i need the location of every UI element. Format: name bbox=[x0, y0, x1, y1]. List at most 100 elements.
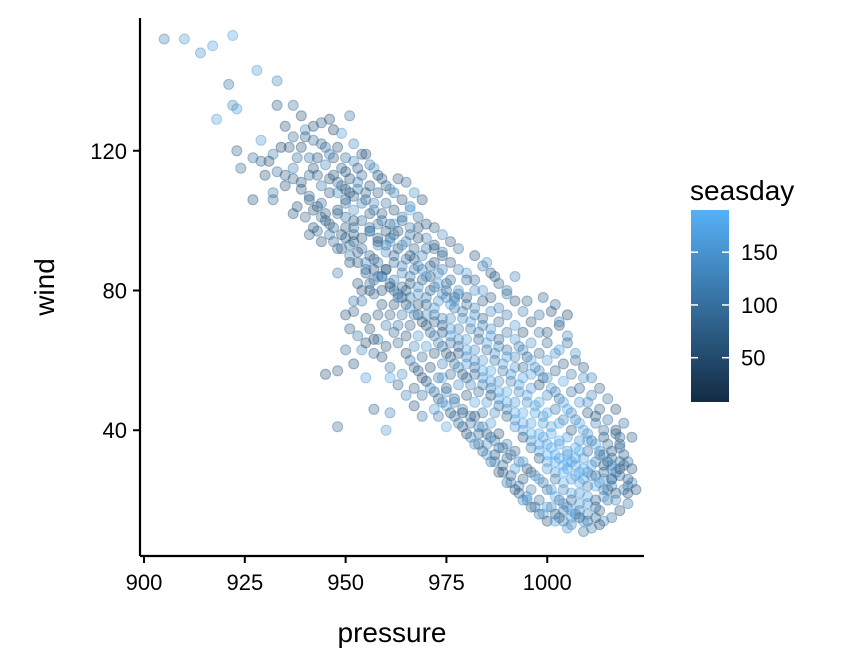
data-point bbox=[553, 316, 565, 328]
data-point bbox=[408, 382, 420, 394]
data-point bbox=[420, 309, 432, 321]
data-point bbox=[340, 152, 352, 164]
data-point bbox=[428, 403, 440, 415]
data-point bbox=[440, 386, 452, 398]
data-point bbox=[570, 442, 581, 454]
data-point bbox=[279, 120, 291, 132]
legend-title: seasday bbox=[690, 175, 794, 206]
data-point bbox=[376, 215, 388, 227]
data-point bbox=[404, 229, 416, 241]
points-layer bbox=[158, 30, 642, 537]
data-point bbox=[408, 243, 420, 255]
data-point bbox=[469, 302, 481, 314]
data-point bbox=[529, 501, 541, 513]
data-point bbox=[485, 330, 497, 342]
data-point bbox=[578, 515, 589, 527]
data-point bbox=[521, 295, 533, 307]
data-point bbox=[432, 278, 444, 289]
data-point bbox=[574, 445, 585, 457]
data-point bbox=[549, 347, 561, 359]
data-point bbox=[618, 449, 630, 461]
data-point bbox=[465, 417, 477, 429]
data-point bbox=[303, 152, 315, 164]
data-point bbox=[578, 361, 589, 373]
data-point bbox=[541, 407, 553, 419]
data-point bbox=[424, 260, 436, 272]
data-point bbox=[356, 169, 368, 181]
data-point bbox=[449, 358, 460, 370]
data-point bbox=[622, 480, 634, 492]
data-point bbox=[557, 459, 569, 471]
data-point bbox=[432, 337, 444, 349]
data-point bbox=[570, 508, 581, 520]
y-tick-label: 120 bbox=[90, 139, 127, 164]
data-point bbox=[578, 526, 589, 537]
data-point bbox=[420, 271, 432, 282]
data-point bbox=[485, 323, 497, 335]
data-point bbox=[420, 375, 432, 387]
data-point bbox=[416, 389, 428, 401]
data-point bbox=[356, 215, 368, 227]
data-point bbox=[578, 452, 589, 464]
data-point bbox=[307, 162, 319, 174]
data-point bbox=[582, 508, 594, 520]
data-point bbox=[461, 267, 473, 279]
data-point bbox=[477, 260, 489, 272]
data-point bbox=[404, 278, 416, 289]
data-point bbox=[513, 386, 525, 398]
data-point bbox=[376, 285, 388, 296]
data-point bbox=[485, 292, 497, 303]
data-point bbox=[251, 64, 263, 76]
data-point bbox=[505, 477, 517, 489]
data-point bbox=[436, 372, 448, 384]
data-point bbox=[449, 410, 460, 422]
data-point bbox=[549, 456, 561, 468]
data-point bbox=[445, 323, 456, 335]
data-point bbox=[340, 183, 352, 195]
data-point bbox=[404, 222, 416, 234]
data-point bbox=[489, 449, 501, 461]
data-point bbox=[533, 473, 545, 485]
data-point bbox=[436, 326, 448, 338]
data-point bbox=[432, 393, 444, 405]
data-point bbox=[614, 505, 626, 517]
data-point bbox=[259, 169, 271, 181]
data-point bbox=[553, 512, 565, 524]
data-point bbox=[590, 501, 602, 513]
data-point bbox=[493, 278, 505, 289]
data-point bbox=[565, 456, 577, 468]
data-point bbox=[287, 208, 299, 220]
data-point bbox=[267, 148, 279, 160]
data-point bbox=[553, 435, 565, 447]
data-point bbox=[352, 257, 364, 268]
data-point bbox=[412, 330, 424, 342]
data-point bbox=[598, 459, 610, 471]
data-point bbox=[356, 243, 368, 255]
data-point bbox=[497, 442, 509, 454]
data-point bbox=[408, 361, 420, 373]
data-point bbox=[392, 243, 404, 255]
data-point bbox=[485, 456, 497, 468]
data-point bbox=[537, 477, 549, 489]
data-point bbox=[211, 113, 223, 125]
data-point bbox=[493, 316, 505, 328]
data-point bbox=[586, 459, 598, 471]
data-point bbox=[372, 187, 384, 199]
data-point bbox=[461, 299, 473, 310]
data-point bbox=[529, 361, 541, 373]
data-point bbox=[501, 452, 513, 464]
data-point bbox=[303, 190, 315, 202]
data-point bbox=[598, 484, 610, 496]
data-point bbox=[525, 466, 537, 478]
data-point bbox=[521, 491, 533, 503]
data-point bbox=[440, 421, 452, 433]
data-point bbox=[445, 312, 456, 324]
data-point bbox=[533, 428, 545, 440]
data-point bbox=[509, 484, 521, 496]
data-point bbox=[364, 222, 376, 234]
data-point bbox=[517, 417, 529, 429]
data-point bbox=[235, 162, 247, 174]
data-point bbox=[574, 477, 585, 489]
data-point bbox=[428, 302, 440, 314]
data-point bbox=[610, 428, 622, 440]
